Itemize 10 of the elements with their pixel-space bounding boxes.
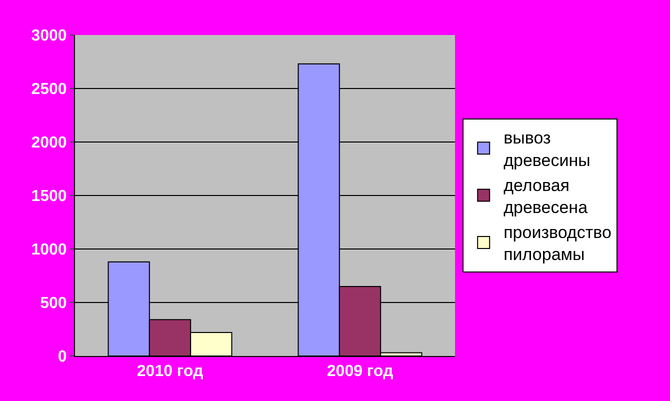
y-tick-label: 2000	[31, 134, 67, 152]
y-tick-label: 500	[40, 295, 67, 312]
y-tick-label: 2500	[31, 81, 67, 98]
y-tick-label: 0	[58, 348, 67, 366]
y-tick-label: 3000	[31, 28, 67, 45]
x-tick-label: 2010 год	[136, 363, 204, 380]
x-tick-label: 2009 год	[326, 363, 394, 380]
legend-label: производство пилорамы	[504, 223, 612, 264]
y-tick-label: 1000	[31, 242, 67, 259]
y-tick-label: 1500	[31, 188, 67, 206]
